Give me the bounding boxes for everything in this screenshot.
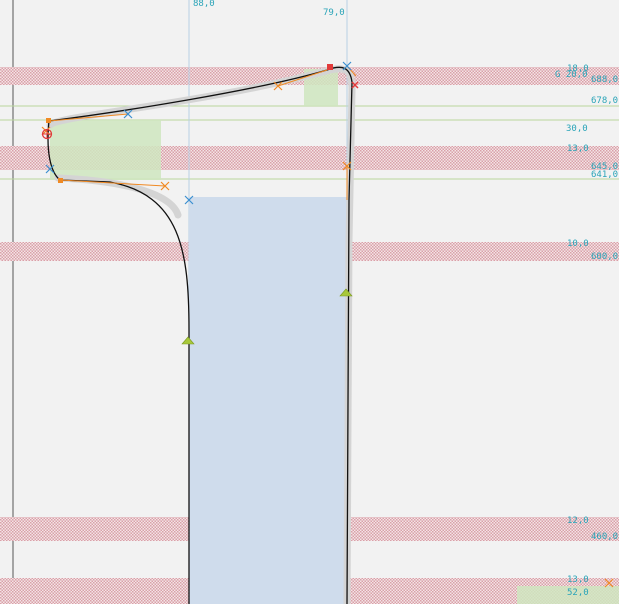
zone-641-value-label: 641,0 <box>591 170 618 180</box>
zone-688-sub-label: G 20,0 <box>555 70 588 80</box>
stem-fill <box>189 197 347 604</box>
top-left-x-label: 88,0 <box>193 0 215 9</box>
oncurve-point-icon[interactable] <box>45 61 352 205</box>
zone-600-width-label: 10,0 <box>567 239 589 249</box>
zone-645-value-label: 645,0 <box>591 162 618 172</box>
measure-box-left <box>50 120 161 180</box>
zone-600-value-label: 600,0 <box>591 252 618 262</box>
measure-30-label: 30,0 <box>566 124 588 134</box>
zone-688-value-label: 688,0 <box>591 75 618 85</box>
corner-point-icon[interactable] <box>46 118 51 123</box>
top-right-x-label: 79,0 <box>323 8 345 18</box>
zone-bottom-width-label: 13,0 <box>567 575 589 585</box>
zone-645-width-label: 13,0 <box>567 144 589 154</box>
anchor-triangle-icon[interactable] <box>339 288 353 297</box>
measure-box-bottom <box>517 586 619 604</box>
anchor-triangle-icon[interactable] <box>181 336 195 345</box>
zone-688-width-label: 18,0 <box>567 64 589 74</box>
zone-460-value-label: 460,0 <box>591 532 618 542</box>
selected-point-icon[interactable] <box>327 64 333 70</box>
corner-point-icon[interactable] <box>58 178 63 183</box>
zone-bottom-value-label: 52,0 <box>567 588 589 598</box>
selected-handle-icon[interactable] <box>351 81 359 89</box>
guideline-678-label: 678,0 <box>591 96 618 106</box>
start-point-icon[interactable] <box>41 128 53 140</box>
zone-460-width-label: 12,0 <box>567 516 589 526</box>
